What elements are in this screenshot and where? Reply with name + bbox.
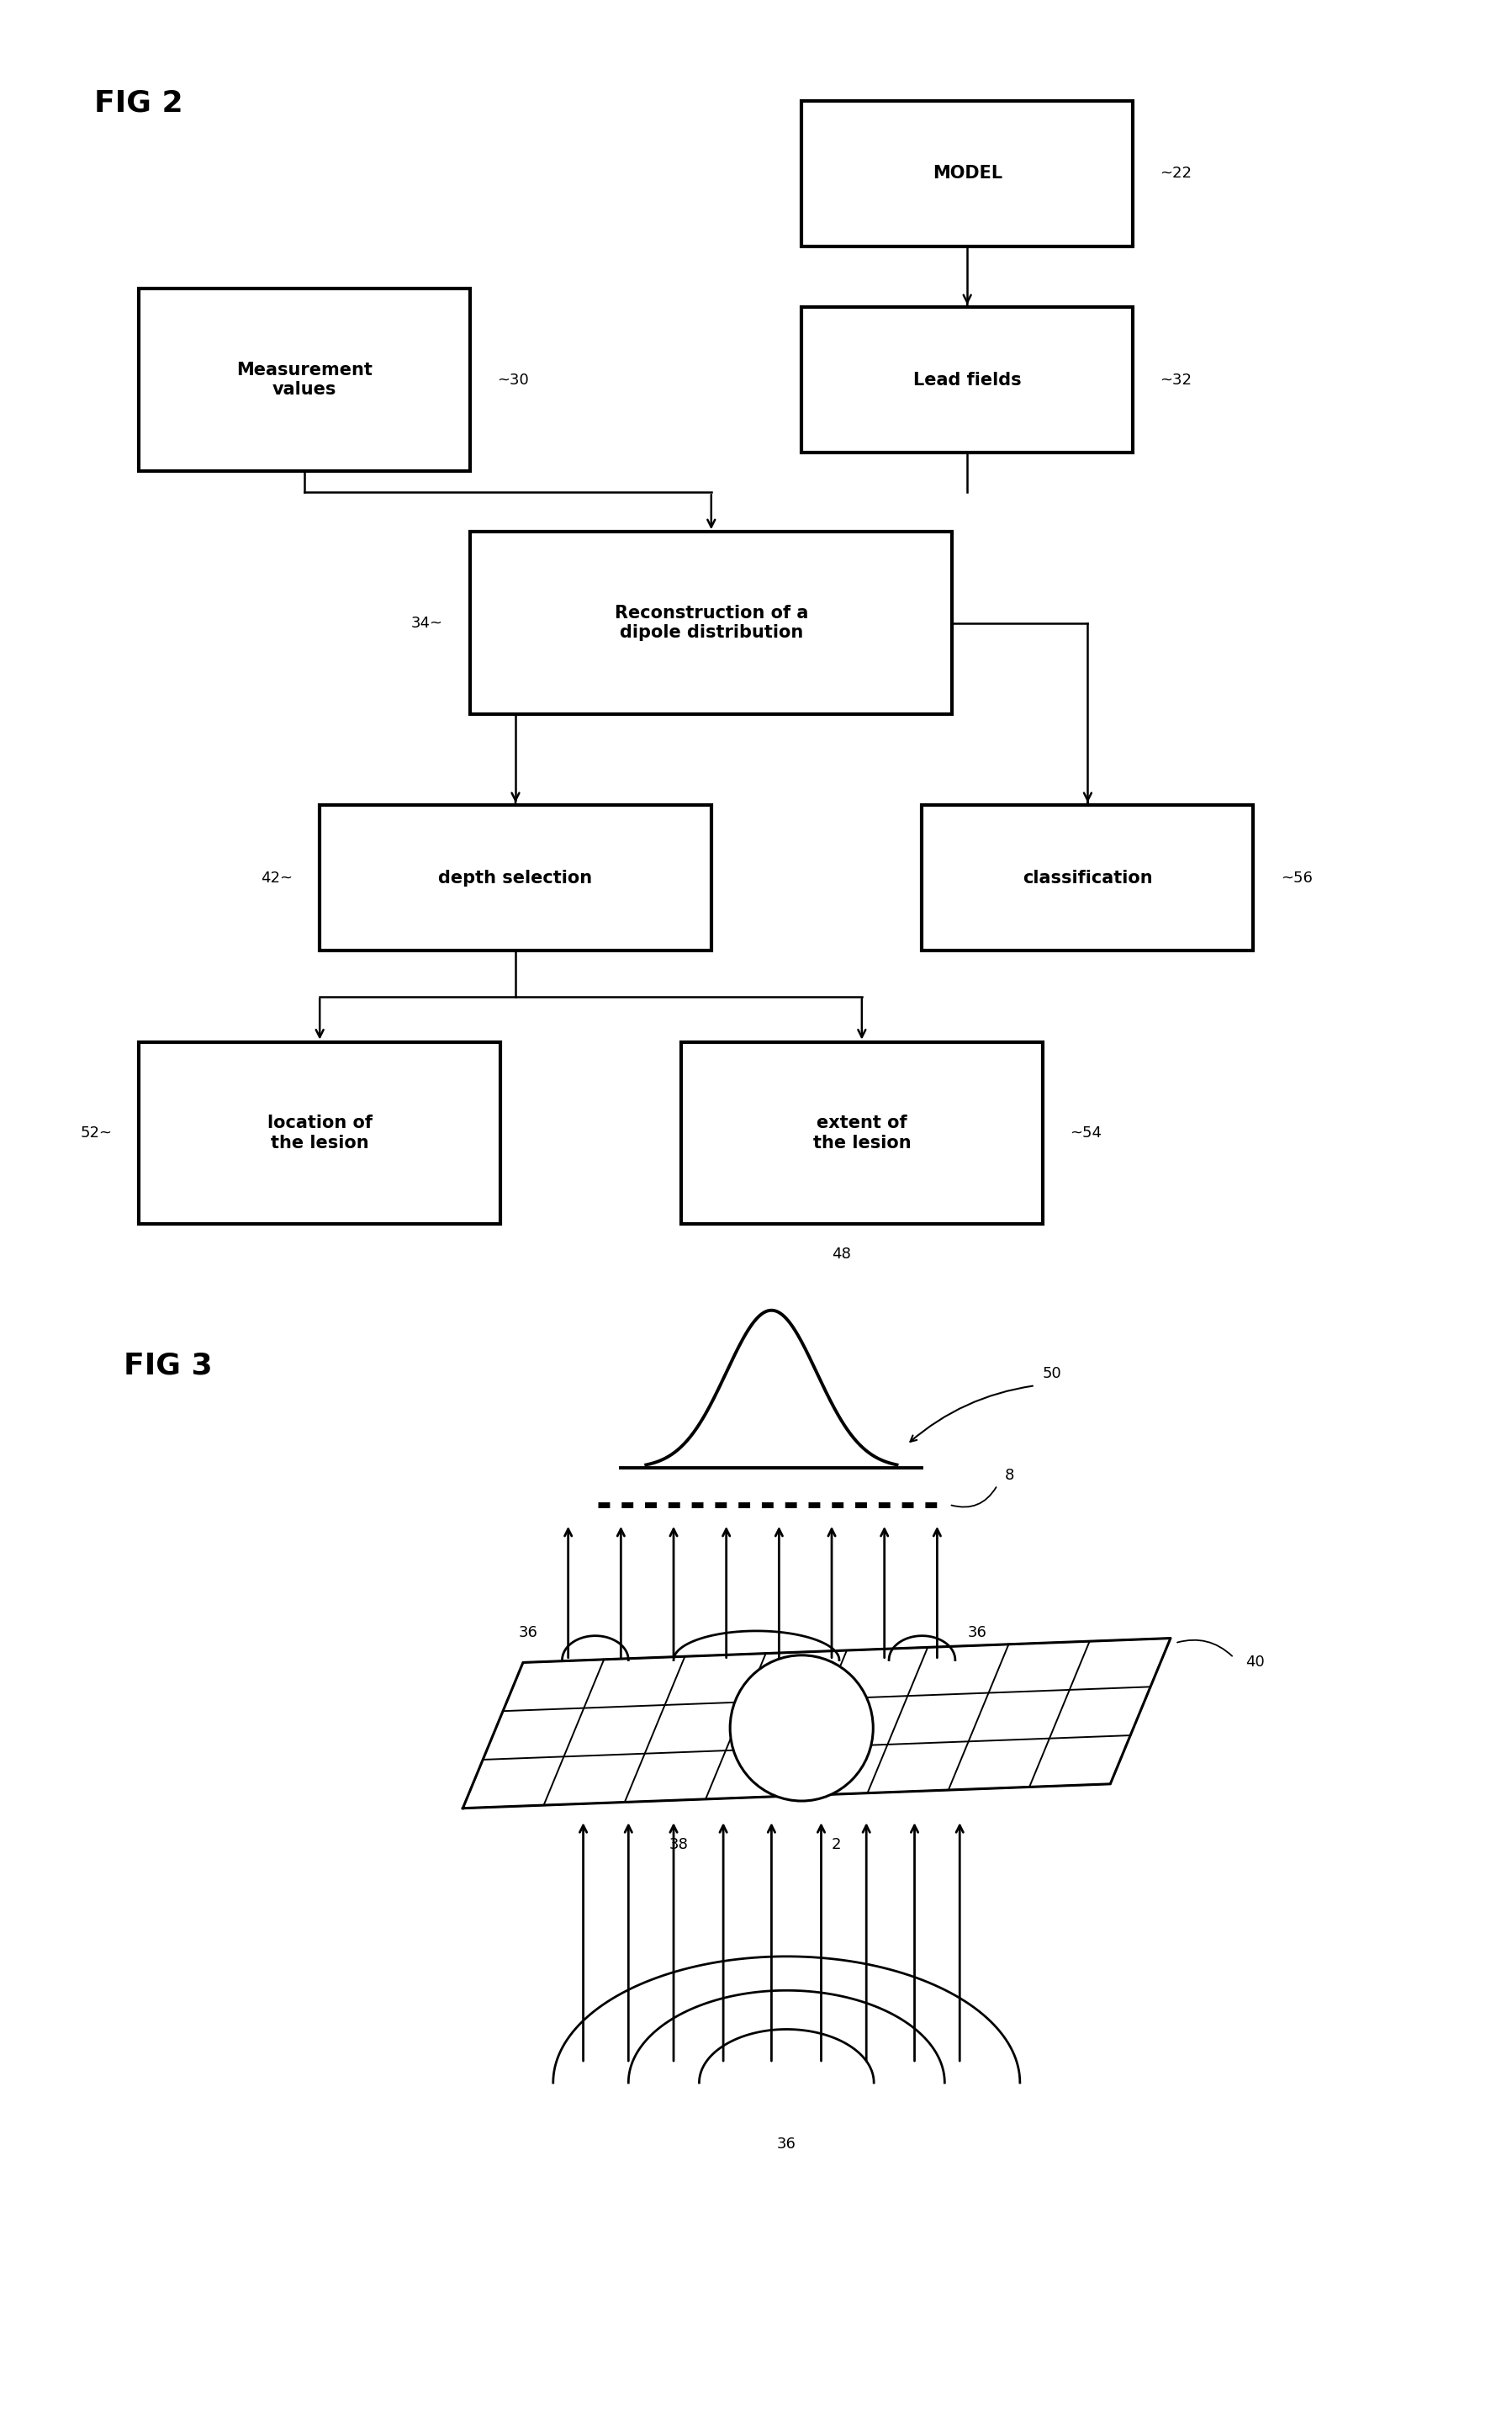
Text: FIG 3: FIG 3 bbox=[124, 1352, 213, 1381]
Text: 40: 40 bbox=[1244, 1654, 1264, 1671]
Text: ~30: ~30 bbox=[497, 373, 529, 387]
FancyBboxPatch shape bbox=[139, 1043, 500, 1223]
FancyBboxPatch shape bbox=[139, 290, 470, 470]
FancyBboxPatch shape bbox=[801, 307, 1132, 453]
FancyBboxPatch shape bbox=[470, 531, 951, 714]
Text: 48: 48 bbox=[832, 1247, 850, 1262]
Text: 36: 36 bbox=[519, 1625, 538, 1639]
Text: 38: 38 bbox=[668, 1837, 688, 1851]
FancyBboxPatch shape bbox=[801, 100, 1132, 246]
Text: depth selection: depth selection bbox=[438, 870, 593, 887]
Text: extent of
the lesion: extent of the lesion bbox=[812, 1116, 910, 1152]
Text: location of
the lesion: location of the lesion bbox=[268, 1116, 372, 1152]
Text: classification: classification bbox=[1022, 870, 1152, 887]
Text: Lead fields: Lead fields bbox=[913, 373, 1021, 387]
Ellipse shape bbox=[730, 1654, 872, 1800]
Text: 36: 36 bbox=[966, 1625, 986, 1639]
Text: 34~: 34~ bbox=[411, 616, 443, 631]
Text: 36: 36 bbox=[777, 2136, 795, 2151]
Text: ~22: ~22 bbox=[1160, 166, 1191, 180]
Text: FIG 2: FIG 2 bbox=[94, 88, 183, 117]
Text: 42~: 42~ bbox=[260, 870, 292, 887]
Text: MODEL: MODEL bbox=[931, 166, 1001, 183]
Text: 2: 2 bbox=[832, 1837, 841, 1851]
FancyBboxPatch shape bbox=[680, 1043, 1042, 1223]
FancyBboxPatch shape bbox=[921, 804, 1252, 950]
Text: Measurement
values: Measurement values bbox=[236, 363, 372, 397]
Text: ~56: ~56 bbox=[1279, 870, 1311, 887]
Text: ~32: ~32 bbox=[1160, 373, 1191, 387]
Text: ~54: ~54 bbox=[1069, 1125, 1101, 1140]
Text: Reconstruction of a
dipole distribution: Reconstruction of a dipole distribution bbox=[614, 604, 807, 641]
Text: 50: 50 bbox=[1042, 1367, 1061, 1381]
Text: 8: 8 bbox=[1004, 1469, 1015, 1484]
FancyBboxPatch shape bbox=[319, 804, 711, 950]
Text: 52~: 52~ bbox=[80, 1125, 112, 1140]
